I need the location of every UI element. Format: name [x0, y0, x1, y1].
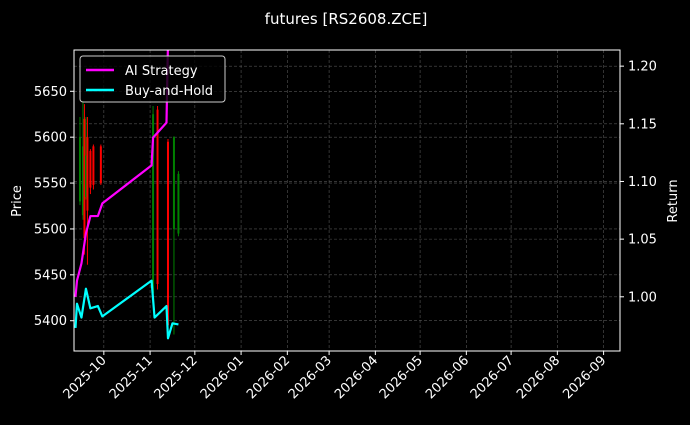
x-tick-label: 2026-09 [560, 353, 609, 402]
y-axis-left: 5400 5450 5500 5550 5600 5650 [34, 85, 74, 329]
y-tick-label-right: 1.20 [628, 60, 657, 75]
y-tick-label-right: 1.15 [628, 117, 657, 132]
buy-hold-line [74, 279, 179, 340]
return-lines [74, 50, 179, 340]
y-tick-label-left: 5550 [34, 177, 67, 192]
x-tick-label: 2026-06 [423, 353, 472, 402]
x-tick-label: 2025-11 [107, 353, 156, 402]
candle-body [177, 173, 180, 234]
candle-body [84, 155, 87, 197]
legend-box [79, 55, 226, 103]
candle-body [156, 109, 159, 285]
candle-body [99, 146, 102, 184]
candle-body [166, 141, 169, 326]
y-tick-label-left: 5400 [34, 314, 67, 329]
plot-frame [73, 49, 621, 352]
y-tick-label-right: 1.10 [628, 175, 657, 190]
candle-body [152, 114, 155, 294]
candle-body [83, 118, 86, 239]
strategy-line [74, 50, 169, 297]
x-tick-label: 2026-01 [198, 353, 247, 402]
candles [78, 100, 180, 335]
x-tick-label: 2026-07 [468, 353, 517, 402]
y-tick-label-left: 5450 [34, 268, 67, 283]
y-axis-left-label: Price [10, 185, 25, 217]
candle-body [78, 137, 81, 202]
candle-body [172, 137, 175, 229]
legend: AI Strategy Buy-and-Hold [79, 55, 226, 103]
x-tick-label: 2026-03 [286, 353, 335, 402]
x-tick-label: 2025-12 [152, 353, 201, 402]
x-tick-label: 2026-04 [332, 353, 381, 402]
y-axis-right-label: Return [666, 179, 681, 222]
y-tick-label-left: 5600 [34, 131, 67, 146]
candle-body [89, 150, 92, 188]
y-tick-label-right: 1.00 [628, 290, 657, 305]
y-tick-label-right: 1.05 [628, 233, 657, 248]
y-tick-label-left: 5650 [34, 85, 67, 100]
x-tick-label: 2026-05 [377, 353, 426, 402]
x-axis: 2025-102025-112025-122026-012026-022026-… [61, 351, 609, 402]
candle-body [86, 137, 89, 211]
y-tick-label-left: 5500 [34, 222, 67, 237]
x-tick-label: 2026-02 [244, 353, 293, 402]
chart-title: futures [RS2608.ZCE] [265, 10, 428, 28]
legend-label-buy-hold: Buy-and-Hold [125, 84, 213, 99]
candle-body [81, 146, 84, 216]
candle-body [92, 146, 95, 185]
x-tick-label: 2025-10 [61, 353, 110, 402]
legend-label-strategy: AI Strategy [125, 64, 198, 79]
y-axis-right: 1.00 1.05 1.10 1.15 1.20 [620, 60, 657, 305]
grid [74, 50, 620, 351]
x-tick-label: 2026-08 [514, 353, 563, 402]
